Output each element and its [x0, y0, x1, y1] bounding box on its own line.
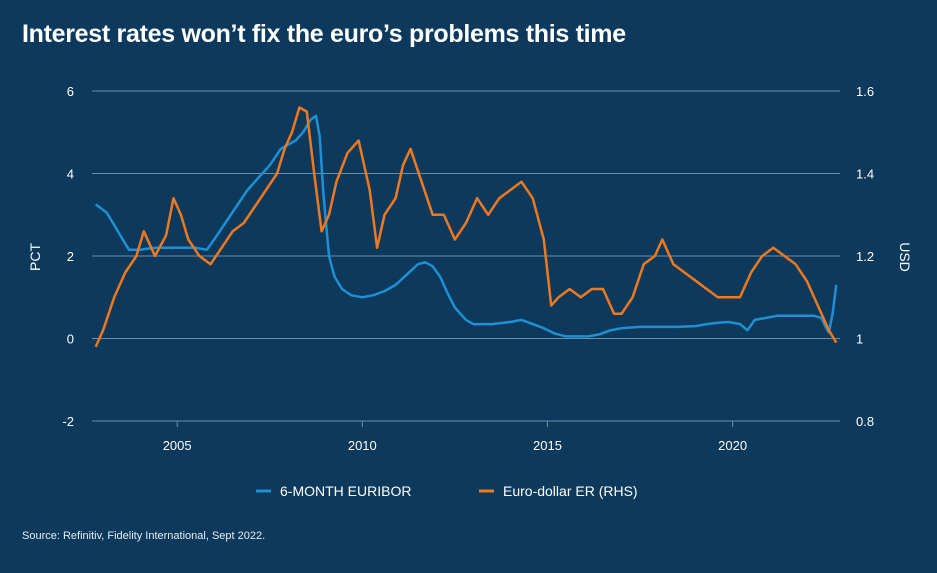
y-right-tick-label: 1.6: [856, 84, 874, 99]
y-left-tick-label: 4: [67, 167, 74, 182]
legend-label-euribor: 6-MONTH EURIBOR: [280, 483, 411, 499]
series-line-euribor: [94, 114, 838, 338]
axis-layer: PCT USD -2 0.8 0 1 2 1.2 4 1.4 6 1.6 2005 2010 2015 2…: [27, 84, 913, 453]
source-note: Source: Refinitiv, Fidelity Internationa…: [22, 530, 266, 542]
x-tick-label: 2020: [718, 438, 747, 453]
series-line-eurusd: [94, 106, 838, 348]
y-right-tick-label: 0.8: [856, 414, 874, 429]
y-left-tick-label: -2: [62, 414, 74, 429]
x-tick-label: 2010: [348, 438, 377, 453]
legend-label-eurusd: Euro-dollar ER (RHS): [503, 483, 638, 499]
y-right-tick-label: 1: [856, 332, 863, 347]
x-tick-label: 2005: [163, 438, 192, 453]
grid-layer: [92, 90, 840, 422]
x-tick-label: 2015: [533, 438, 562, 453]
y-right-tick-label: 1.4: [856, 167, 874, 182]
y-left-axis-title: PCT: [27, 243, 43, 271]
y-left-tick-label: 0: [67, 332, 74, 347]
y-left-tick-label: 6: [67, 84, 74, 99]
y-left-tick-label: 2: [67, 249, 74, 264]
series-layer: [94, 106, 838, 348]
legend: 6-MONTH EURIBOR Euro-dollar ER (RHS): [256, 483, 638, 499]
chart-title: Interest rates won’t fix the euro’s prob…: [22, 20, 626, 48]
y-right-tick-label: 1.2: [856, 249, 874, 264]
y-right-axis-title: USD: [897, 242, 913, 272]
